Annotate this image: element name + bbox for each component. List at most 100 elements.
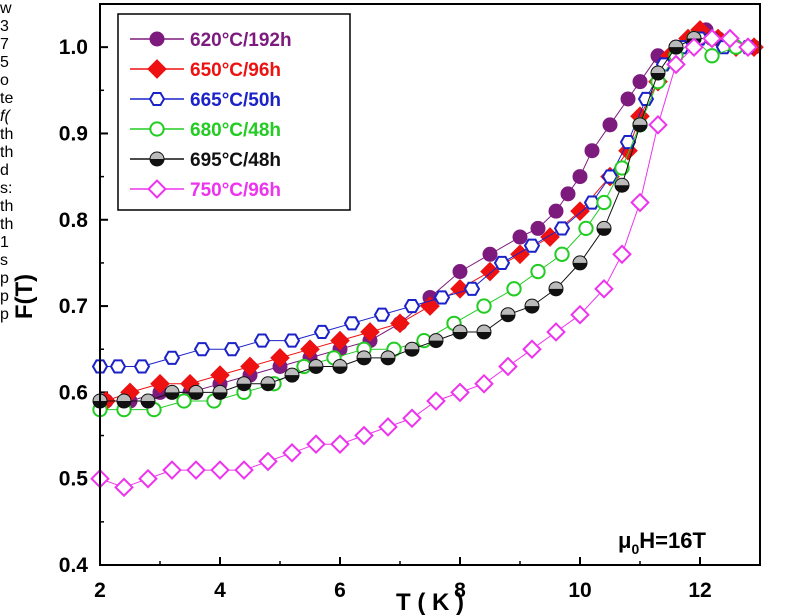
legend-label: 695°C/48h — [190, 150, 281, 171]
side-text-line: th — [0, 198, 14, 215]
side-text-line: th — [0, 216, 14, 233]
field-annotation: μ0H=16T — [618, 528, 706, 557]
data-point — [738, 37, 758, 57]
legend-marker — [147, 179, 167, 199]
x-tick-label: 6 — [334, 579, 346, 602]
data-point — [530, 263, 546, 280]
data-point — [212, 384, 228, 400]
data-point — [354, 425, 374, 446]
legend-marker — [149, 31, 165, 47]
data-point — [332, 358, 348, 374]
data-point — [109, 359, 127, 374]
data-point — [433, 290, 451, 305]
data-point — [308, 358, 324, 374]
data-point — [404, 341, 420, 357]
data-point — [300, 339, 320, 360]
series-5 — [92, 31, 720, 409]
data-point — [498, 356, 518, 377]
side-text-column: w 3 7 5 o te f(th th d s: th th 1 s p p p — [0, 0, 14, 323]
legend-box — [117, 13, 351, 211]
y-tick-label: 0.9 — [59, 122, 88, 145]
legend-entry: 650°C/96h — [130, 59, 281, 81]
data-point — [650, 65, 666, 81]
data-point — [493, 255, 511, 270]
side-text-line: s — [0, 252, 8, 269]
side-text-line: s: — [0, 180, 13, 197]
side-text-line: te — [0, 90, 14, 107]
data-point — [114, 477, 134, 498]
data-point — [601, 169, 619, 184]
y-tick-label: 0.5 — [59, 468, 89, 491]
data-point — [313, 324, 331, 340]
legend-marker — [148, 91, 166, 107]
data-point — [330, 330, 350, 351]
legend-entry: 750°C/96h — [130, 179, 281, 201]
data-point — [578, 220, 594, 237]
data-point — [560, 186, 576, 202]
data-point — [210, 365, 230, 385]
data-point — [720, 28, 740, 49]
legend: 620°C/192h 650°C/96h 665°C/50h 680°C/48h 695… — [117, 13, 351, 211]
data-point — [426, 391, 446, 411]
y-tick-label: 0.7 — [59, 295, 88, 318]
data-point — [596, 220, 612, 236]
data-point — [452, 264, 468, 280]
side-text-line: f( — [0, 108, 10, 125]
data-point — [572, 169, 588, 185]
x-tick-label: 10 — [568, 579, 591, 602]
data-point — [428, 333, 444, 349]
side-text-line: th — [0, 126, 14, 143]
legend-marker — [149, 151, 165, 167]
data-point — [524, 298, 540, 314]
side-text-line: 1 — [0, 234, 9, 251]
data-point — [522, 339, 542, 360]
data-point — [140, 393, 156, 409]
side-text-line: p — [0, 270, 9, 287]
x-tick-label: 4 — [214, 579, 226, 602]
data-point — [596, 194, 612, 211]
legend-entry: 665°C/50h — [130, 90, 281, 111]
data-point — [188, 384, 204, 400]
data-point — [572, 255, 588, 271]
data-point — [548, 281, 564, 297]
data-point — [133, 359, 151, 374]
legend-label: 650°C/96h — [190, 60, 281, 81]
x-tick-label: 2 — [94, 579, 106, 602]
data-point — [378, 417, 398, 437]
data-point — [234, 460, 254, 480]
legend-marker — [147, 59, 167, 79]
legend-entry: 695°C/48h — [130, 150, 281, 171]
data-point — [614, 177, 630, 193]
data-point — [253, 333, 271, 348]
data-point — [258, 451, 278, 472]
data-point — [390, 313, 410, 334]
data-point — [512, 229, 528, 245]
data-point — [402, 408, 422, 429]
data-point — [546, 322, 566, 342]
data-point — [684, 37, 704, 57]
data-point — [612, 244, 632, 265]
data-point — [186, 460, 206, 480]
data-point — [270, 348, 290, 368]
data-point — [283, 333, 301, 348]
data-point — [210, 460, 230, 480]
data-point — [236, 376, 252, 392]
data-point — [260, 376, 276, 392]
data-point — [330, 434, 350, 454]
data-point — [554, 246, 570, 262]
data-point — [176, 393, 192, 409]
data-point — [620, 91, 636, 107]
data-point — [474, 373, 494, 394]
side-text-line: o — [0, 72, 9, 89]
data-point — [162, 460, 182, 480]
data-point — [648, 115, 668, 135]
y-tick-label: 1.0 — [59, 36, 88, 59]
legend-label: 665°C/50h — [190, 90, 281, 111]
legend-marker — [149, 121, 165, 137]
data-point — [476, 298, 492, 314]
data-point — [702, 28, 722, 49]
legend-label: 680°C/48h — [190, 120, 281, 141]
y-tick-label: 0.8 — [59, 209, 89, 232]
data-point — [666, 54, 686, 75]
